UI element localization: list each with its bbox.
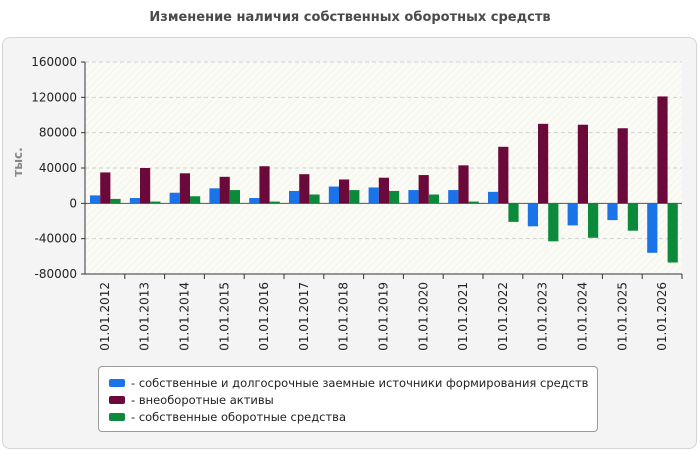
bar-series-3: [468, 201, 479, 204]
bar-series-3: [349, 190, 360, 204]
legend-label-series-2: внеоборотные активы: [138, 392, 274, 407]
x-tick-label: 01.01.2018: [337, 282, 351, 351]
legend-item: - собственные оборотные средства: [109, 408, 597, 425]
bar-series-2: [259, 166, 270, 204]
bar-series-2: [339, 179, 350, 204]
legend-swatch-series-2: [109, 395, 125, 404]
bar-series-2: [299, 174, 310, 204]
x-tick-label: 01.01.2019: [377, 282, 391, 351]
bar-series-2: [219, 176, 230, 204]
y-tick-label: -80000: [34, 267, 77, 281]
bar-series-1: [289, 190, 300, 204]
bar-series-1: [408, 190, 419, 204]
bar-series-1: [368, 187, 379, 204]
x-tick-label: 01.01.2014: [178, 282, 192, 351]
bar-series-3: [627, 203, 638, 231]
bar-series-2: [140, 168, 151, 204]
bar-series-3: [110, 198, 121, 204]
y-tick-label: -40000: [34, 232, 77, 246]
legend: - собственные и долгосрочные заемные ист…: [98, 366, 598, 432]
bar-series-3: [428, 194, 439, 204]
bar-series-2: [577, 124, 588, 204]
x-tick-label: 01.01.2024: [576, 282, 590, 351]
y-axis-label: тыс.: [11, 147, 25, 176]
bar-series-3: [548, 203, 559, 242]
bar-series-1: [129, 198, 140, 204]
bar-series-1: [567, 203, 578, 226]
x-tick-label: 01.01.2022: [496, 282, 510, 351]
legend-label-series-1: собственные и долгосрочные заемные источ…: [138, 375, 589, 390]
x-tick-label: 01.01.2025: [615, 282, 629, 351]
bar-series-3: [309, 194, 320, 204]
bar-series-1: [209, 188, 220, 204]
x-tick-label: 01.01.2017: [297, 282, 311, 351]
bar-series-1: [527, 203, 538, 227]
x-tick-label: 01.01.2020: [416, 282, 430, 351]
bar-series-1: [169, 192, 180, 204]
legend-swatch-series-1: [109, 378, 125, 387]
y-tick-labels: 160000 120000 80000 40000 0 -40000 -80000: [31, 55, 77, 281]
x-tick-label: 01.01.2012: [98, 282, 112, 351]
bar-series-2: [498, 146, 509, 204]
bar-series-1: [328, 186, 339, 204]
y-tick-label: 80000: [39, 126, 77, 140]
legend-swatch-series-3: [109, 412, 125, 421]
bar-series-1: [488, 191, 499, 204]
bars: [90, 96, 678, 263]
x-tick-labels: 01.01.2012 01.01.2013 01.01.2014 01.01.2015…: [98, 282, 669, 351]
legend-item: - внеоборотные активы: [109, 391, 597, 408]
bar-series-2: [100, 172, 111, 204]
bar-series-1: [647, 203, 658, 253]
bar-series-2: [657, 96, 668, 204]
bar-series-3: [508, 203, 519, 222]
bar-series-2: [458, 165, 469, 204]
bar-series-2: [179, 173, 190, 204]
bar-series-3: [150, 201, 161, 204]
bar-series-2: [418, 175, 429, 204]
y-tick-label: 160000: [31, 55, 77, 69]
bar-series-3: [667, 203, 678, 263]
x-tick-label: 01.01.2016: [257, 282, 271, 351]
bar-series-3: [229, 190, 240, 204]
y-tick-label: 120000: [31, 90, 77, 104]
legend-label-series-3: собственные оборотные средства: [138, 409, 347, 424]
bar-series-3: [588, 203, 599, 238]
bar-series-1: [90, 195, 101, 204]
bar-series-3: [269, 201, 280, 204]
x-tick-label: 01.01.2015: [217, 282, 231, 351]
bar-series-3: [389, 190, 400, 204]
x-tick-label: 01.01.2021: [456, 282, 470, 351]
y-tick-label: 0: [69, 196, 77, 210]
x-tick-label: 01.01.2023: [536, 282, 550, 351]
legend-item: - собственные и долгосрочные заемные ист…: [109, 374, 597, 391]
bar-series-3: [190, 196, 201, 204]
x-tick-label: 01.01.2013: [138, 282, 152, 351]
bar-series-1: [607, 203, 618, 221]
x-tick-label: 01.01.2026: [655, 282, 669, 351]
bar-series-2: [378, 177, 389, 204]
bar-series-1: [448, 190, 459, 204]
y-tick-label: 40000: [39, 161, 77, 175]
bar-series-2: [617, 128, 628, 204]
bar-series-2: [538, 123, 549, 204]
bar-series-1: [249, 198, 260, 204]
chart-title: Изменение наличия собственных оборотных …: [149, 10, 551, 25]
